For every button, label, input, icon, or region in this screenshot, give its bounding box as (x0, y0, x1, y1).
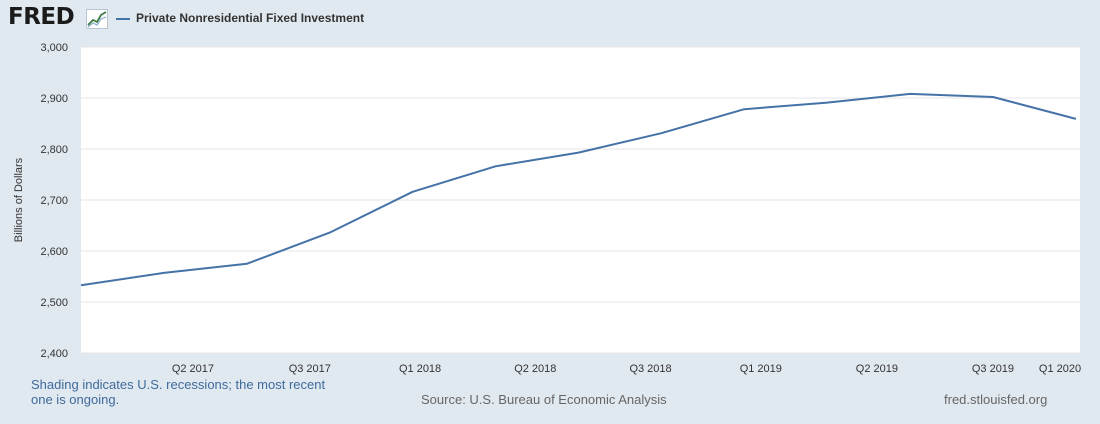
x-tick-label: Q1 2019 (740, 363, 782, 375)
y-axis-label: Billions of Dollars (13, 157, 25, 242)
y-tick-label: 2,800 (40, 144, 68, 156)
x-tick-label: Q2 2018 (514, 363, 556, 375)
y-tick-label: 2,600 (40, 246, 68, 258)
y-tick-label: 2,500 (40, 297, 68, 309)
series-group (80, 92, 1077, 287)
line-chart-icon (86, 9, 108, 29)
x-tick-label: Q3 2018 (629, 363, 671, 375)
y-tick-label: 2,900 (40, 93, 68, 105)
x-tick-label: Q2 2017 (172, 363, 214, 375)
y-axis-ticks: 2,400 2,500 2,600 2,700 2,800 2,900 3,000 (40, 42, 68, 360)
series-line (80, 92, 1077, 287)
x-tick-label: Q3 2017 (289, 363, 331, 375)
x-axis-ticks: Q2 2017 Q3 2017 Q1 2018 Q2 2018 Q3 2018 Q1 20… (172, 363, 1081, 375)
source-text: Source: U.S. Bureau of Economic Analysis (421, 392, 667, 407)
x-tick-label: Q2 2019 (856, 363, 898, 375)
fred-logo[interactable]: FRED (8, 4, 75, 30)
gridlines (81, 46, 1080, 354)
y-tick-label: 2,700 (40, 195, 68, 207)
site-credit[interactable]: fred.stlouisfed.org (944, 392, 1048, 407)
line-chart: 2,400 2,500 2,600 2,700 2,800 2,900 3,000 Q2 2… (13, 42, 1081, 375)
x-tick-label: Q3 2019 (972, 363, 1014, 375)
x-tick-label: Q1 2018 (399, 363, 441, 375)
chart-header: FRED Private Nonresidential Fixed Invest… (0, 0, 1100, 40)
y-tick-label: 3,000 (40, 42, 68, 54)
y-tick-label: 2,400 (40, 348, 68, 360)
legend-swatch (116, 18, 130, 20)
recession-note: Shading indicates U.S. recessions; the m… (31, 377, 326, 407)
x-tick-label: Q1 2020 (1039, 363, 1081, 375)
legend-series-label: Private Nonresidential Fixed Investment (136, 11, 365, 25)
